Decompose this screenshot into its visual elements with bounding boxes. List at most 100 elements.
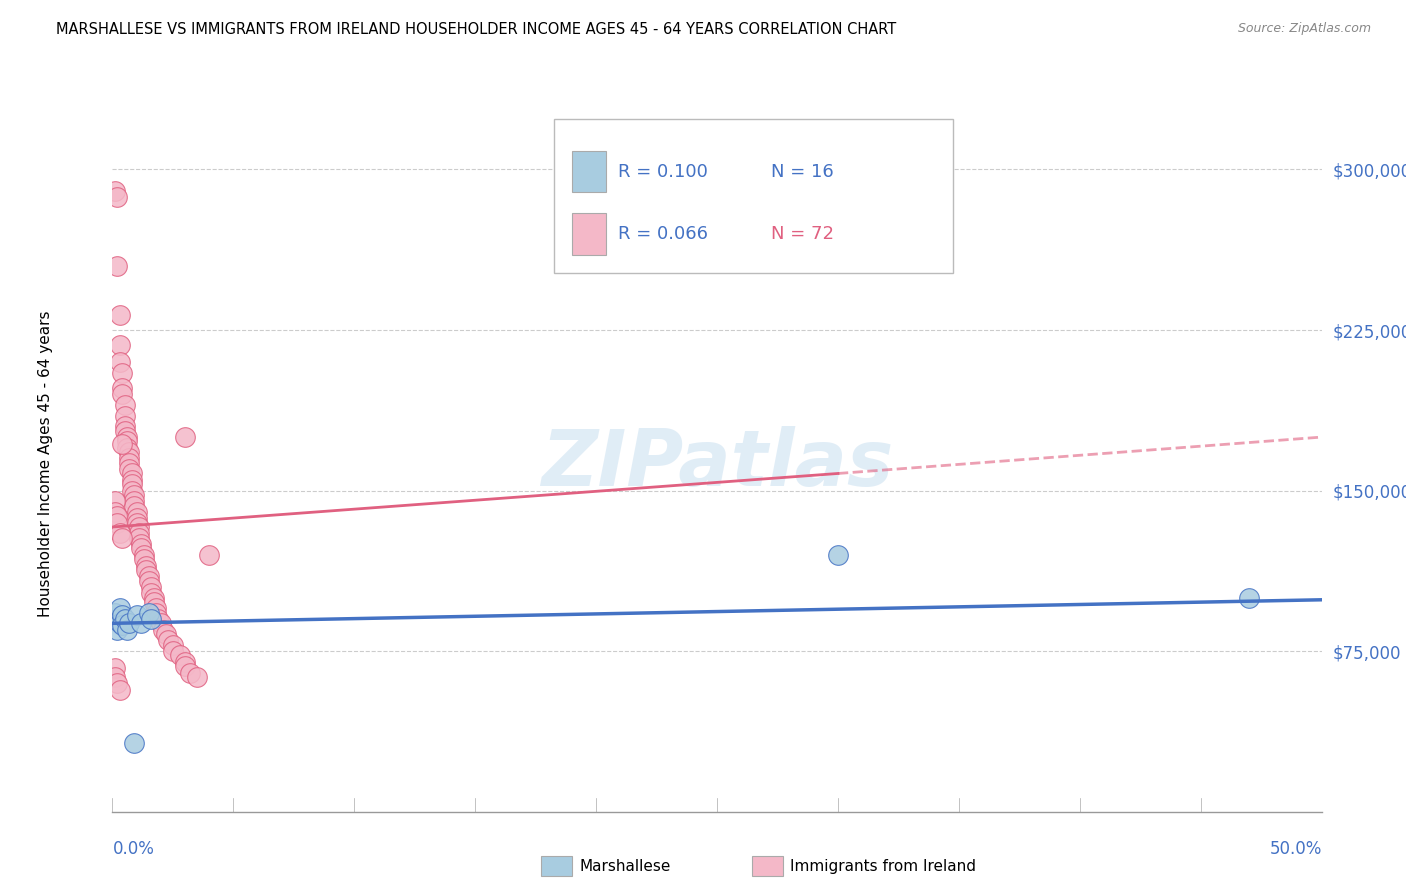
- Point: [108, 616, 131, 631]
- Point: [138, 569, 160, 583]
- Point: [108, 682, 131, 697]
- Point: [122, 736, 145, 750]
- Point: [111, 381, 134, 395]
- FancyBboxPatch shape: [572, 151, 606, 193]
- Point: [152, 623, 174, 637]
- Point: [104, 494, 127, 508]
- Point: [198, 548, 221, 562]
- Point: [122, 499, 145, 513]
- Point: [115, 434, 138, 449]
- Text: R = 0.100: R = 0.100: [617, 162, 707, 180]
- Point: [131, 541, 153, 556]
- Point: [111, 436, 134, 450]
- FancyBboxPatch shape: [572, 213, 606, 255]
- Point: [104, 661, 127, 675]
- Text: 50.0%: 50.0%: [1270, 839, 1322, 857]
- Point: [104, 670, 127, 684]
- Point: [114, 424, 136, 438]
- Text: ZIPatlas: ZIPatlas: [541, 425, 893, 502]
- Text: R = 0.066: R = 0.066: [617, 226, 707, 244]
- Point: [1237, 591, 1260, 605]
- Point: [115, 623, 138, 637]
- Point: [141, 612, 163, 626]
- Point: [121, 467, 143, 481]
- Point: [125, 516, 148, 530]
- Point: [121, 477, 143, 491]
- Point: [135, 563, 157, 577]
- Point: [122, 494, 145, 508]
- Point: [155, 627, 177, 641]
- Point: [186, 670, 208, 684]
- Point: [114, 419, 136, 434]
- Point: [105, 516, 128, 530]
- Point: [138, 574, 160, 588]
- Text: Immigrants from Ireland: Immigrants from Ireland: [790, 859, 976, 873]
- Point: [162, 638, 184, 652]
- Point: [157, 633, 180, 648]
- Point: [142, 591, 165, 605]
- Point: [162, 644, 184, 658]
- Point: [108, 338, 131, 352]
- Point: [179, 665, 201, 680]
- Point: [131, 537, 153, 551]
- Point: [121, 473, 143, 487]
- Point: [105, 190, 128, 204]
- Point: [135, 558, 157, 573]
- Point: [169, 648, 191, 663]
- Point: [125, 607, 148, 622]
- Point: [148, 612, 170, 626]
- Point: [118, 616, 141, 631]
- Point: [149, 616, 172, 631]
- Point: [108, 601, 131, 615]
- Point: [108, 526, 131, 541]
- Point: [125, 505, 148, 519]
- Point: [114, 409, 136, 423]
- Point: [145, 606, 167, 620]
- Point: [128, 520, 150, 534]
- Point: [104, 606, 127, 620]
- Point: [118, 451, 141, 466]
- Point: [138, 606, 160, 620]
- Point: [108, 355, 131, 369]
- Point: [128, 531, 150, 545]
- Point: [174, 659, 197, 673]
- Text: N = 16: N = 16: [772, 162, 834, 180]
- Point: [114, 398, 136, 412]
- Point: [121, 483, 143, 498]
- Point: [104, 184, 127, 198]
- Point: [108, 308, 131, 322]
- Point: [118, 456, 141, 470]
- Point: [114, 612, 136, 626]
- Point: [111, 366, 134, 380]
- Text: Marshallese: Marshallese: [579, 859, 671, 873]
- Text: Source: ZipAtlas.com: Source: ZipAtlas.com: [1237, 22, 1371, 36]
- Point: [122, 488, 145, 502]
- Point: [174, 430, 197, 444]
- Point: [141, 580, 163, 594]
- Point: [115, 441, 138, 455]
- Text: N = 72: N = 72: [772, 226, 835, 244]
- Point: [827, 548, 849, 562]
- Point: [132, 548, 155, 562]
- Point: [105, 612, 128, 626]
- Point: [111, 387, 134, 401]
- Point: [131, 616, 153, 631]
- Point: [118, 462, 141, 476]
- Text: MARSHALLESE VS IMMIGRANTS FROM IRELAND HOUSEHOLDER INCOME AGES 45 - 64 YEARS COR: MARSHALLESE VS IMMIGRANTS FROM IRELAND H…: [56, 22, 897, 37]
- Point: [111, 531, 134, 545]
- Point: [105, 259, 128, 273]
- Point: [142, 595, 165, 609]
- Text: Householder Income Ages 45 - 64 years: Householder Income Ages 45 - 64 years: [38, 310, 53, 617]
- Point: [111, 607, 134, 622]
- Point: [141, 586, 163, 600]
- FancyBboxPatch shape: [554, 120, 953, 273]
- Point: [104, 505, 127, 519]
- Point: [174, 655, 197, 669]
- Point: [115, 430, 138, 444]
- Point: [105, 509, 128, 524]
- Point: [105, 623, 128, 637]
- Point: [105, 676, 128, 690]
- Point: [145, 601, 167, 615]
- Point: [118, 445, 141, 459]
- Point: [132, 552, 155, 566]
